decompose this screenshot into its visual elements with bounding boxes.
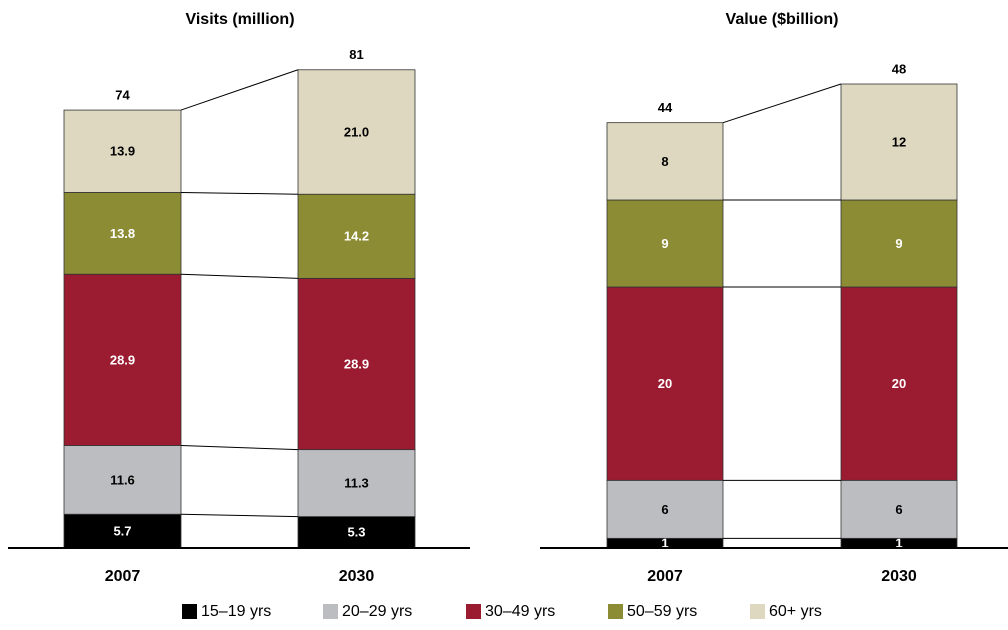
value-label: 9 (661, 236, 668, 251)
connector (180, 273, 299, 279)
connector (722, 83, 842, 124)
value-label: 6 (661, 502, 668, 517)
value-label: 13.8 (110, 226, 135, 241)
legend-swatch (466, 604, 481, 619)
connector (180, 513, 299, 518)
bar-segment (63, 192, 182, 275)
legend-label: 30–49 yrs (485, 603, 555, 620)
value-label: 1 (895, 536, 902, 551)
value-label: 9 (895, 236, 902, 251)
bar-segment (63, 513, 182, 549)
bar-segment (606, 199, 724, 288)
value-label: 28.9 (344, 356, 369, 371)
bar-segment (840, 286, 958, 481)
bar-segment (297, 449, 416, 517)
bar-segment (606, 479, 724, 539)
value-label: 12 (892, 134, 906, 149)
chart-title: Visits (million) (185, 11, 294, 28)
value-label: 1 (661, 536, 668, 551)
legend-swatch (323, 604, 338, 619)
total-label: 44 (658, 100, 673, 115)
total-label: 48 (892, 61, 906, 76)
bar-segment (840, 199, 958, 288)
value-label: 21.0 (344, 124, 369, 139)
x-tick-label: 2007 (647, 568, 683, 585)
legend-label: 20–29 yrs (342, 603, 412, 620)
bar-segment (63, 109, 182, 193)
value-label: 13.9 (110, 144, 135, 159)
value-label: 11.3 (344, 476, 369, 491)
bar-segment (840, 83, 958, 201)
value-label: 20 (892, 376, 906, 391)
bar-segment (840, 479, 958, 539)
bar-segment (297, 193, 416, 279)
connector (180, 69, 299, 111)
value-label: 5.7 (113, 524, 131, 539)
legend-swatch (750, 604, 765, 619)
value-label: 6 (895, 502, 902, 517)
bar-segment (63, 445, 182, 515)
chart-title: Value ($billion) (726, 11, 839, 28)
bar-segment (297, 69, 416, 195)
value-label: 8 (661, 154, 668, 169)
bar-segment (606, 286, 724, 481)
connector (180, 444, 299, 451)
x-tick-label: 2030 (339, 568, 375, 585)
legend-swatch (608, 604, 623, 619)
bar-segment (606, 122, 724, 201)
total-label: 81 (349, 47, 363, 62)
legend-label: 15–19 yrs (201, 603, 271, 620)
legend-swatch (182, 604, 197, 619)
x-tick-label: 2007 (105, 568, 141, 585)
value-label: 14.2 (344, 229, 369, 244)
legend-label: 60+ yrs (769, 603, 822, 620)
connector (180, 191, 299, 195)
value-label: 28.9 (110, 352, 135, 367)
total-label: 74 (115, 88, 130, 103)
value-label: 5.3 (347, 525, 365, 540)
legend-label: 50–59 yrs (627, 603, 697, 620)
value-label: 20 (658, 376, 672, 391)
x-tick-label: 2030 (881, 568, 917, 585)
bar-segment (297, 516, 416, 549)
bar-segment (297, 277, 416, 451)
value-label: 11.6 (110, 472, 135, 487)
